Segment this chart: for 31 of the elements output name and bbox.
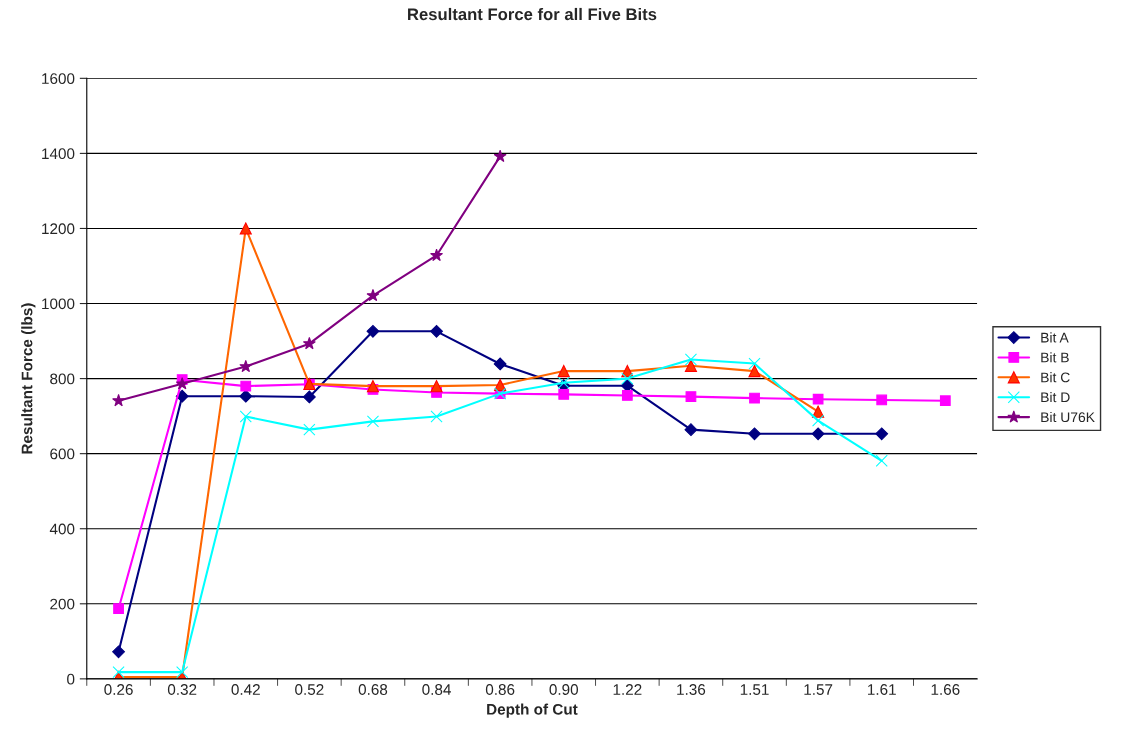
x-tick-label: 1.66	[931, 684, 960, 695]
y-tick-label: 1000	[42, 298, 75, 310]
x-tick-label: 0.42	[231, 684, 260, 695]
y-tick-label: 400	[49, 523, 75, 535]
x-tick-label: 1.22	[613, 684, 642, 695]
x-tick-label: 0.32	[167, 684, 197, 695]
y-tick-label: 0	[67, 673, 75, 685]
legend-label: Bit A	[1041, 332, 1069, 343]
y-tick-label: 800	[50, 373, 75, 385]
x-axis-title: Depth of Cut	[487, 703, 578, 718]
x-tick-label: 0.26	[104, 684, 133, 695]
x-tick-label: 1.57	[804, 684, 833, 695]
legend-label: Bit U76K	[1041, 411, 1095, 423]
legend-label: Bit C	[1041, 372, 1070, 383]
y-tick-label: 600	[50, 448, 75, 460]
y-axis-title: Resultant Force (lbs)	[21, 303, 36, 454]
chart-title: Resultant Force for all Five Bits	[408, 7, 657, 21]
legend-label: Bit D	[1041, 392, 1070, 403]
x-tick-label: 0.84	[422, 684, 451, 695]
x-tick-label: 0.90	[549, 684, 579, 695]
x-tick-label: 1.36	[677, 684, 706, 695]
x-tick-label: 0.52	[295, 684, 324, 695]
y-tick-label: 1600	[42, 73, 75, 85]
y-tick-label: 200	[50, 598, 75, 610]
legend-label: Bit B	[1041, 352, 1069, 363]
x-tick-label: 0.68	[358, 684, 388, 695]
x-tick-label: 1.51	[740, 684, 769, 695]
y-tick-label: 1400	[42, 148, 75, 160]
x-tick-label: 1.61	[868, 684, 896, 695]
y-tick-label: 1200	[42, 223, 75, 235]
x-tick-label: 0.86	[485, 684, 515, 695]
